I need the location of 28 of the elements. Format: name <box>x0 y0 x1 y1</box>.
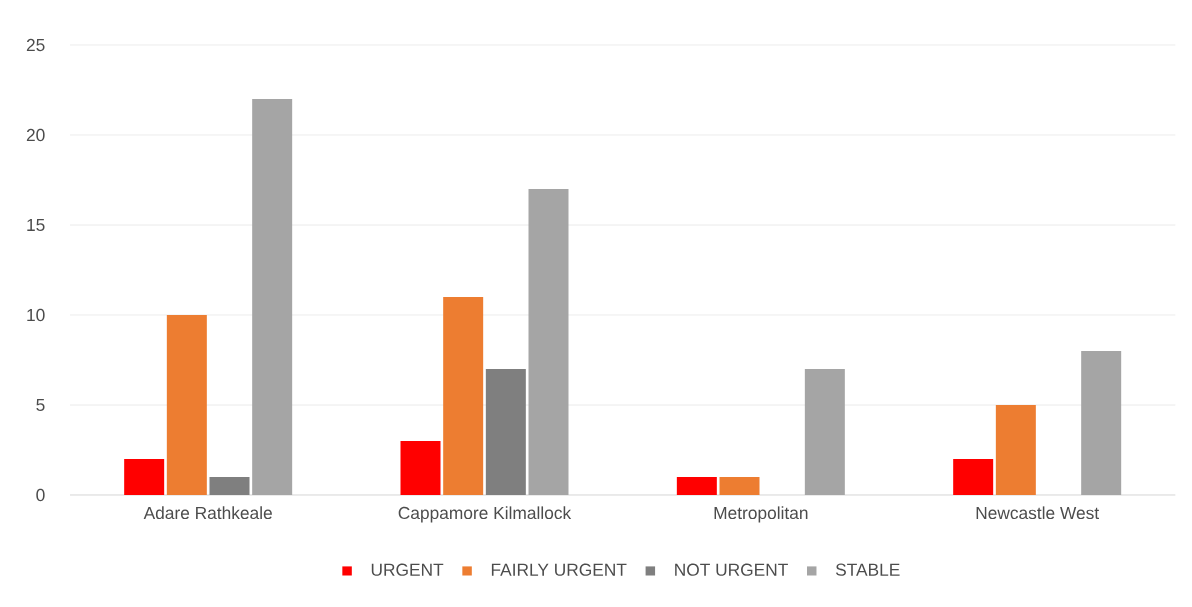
bar <box>676 477 717 495</box>
bar <box>1081 351 1122 495</box>
x-tick-label: Metropolitan <box>714 506 808 523</box>
legend-label: STABLE <box>835 563 900 576</box>
x-tick-label: Adare Rathkeale <box>143 506 272 520</box>
bar <box>166 315 207 495</box>
bar <box>252 99 293 495</box>
bar <box>953 459 994 495</box>
bar <box>804 369 845 495</box>
bar <box>443 297 484 495</box>
legend-label: NOT URGENT <box>675 563 788 576</box>
y-tick-label: 5 <box>36 398 45 412</box>
x-tick-label: Newcastle West <box>976 506 1099 520</box>
bar <box>719 477 760 495</box>
y-tick-label: 10 <box>27 308 45 322</box>
bar <box>995 405 1036 495</box>
y-tick-label: 20 <box>26 128 45 142</box>
x-tick-label: Cappamore Kilmallock <box>398 506 572 523</box>
bar <box>485 369 526 495</box>
bar <box>209 477 250 495</box>
legend-label: URGENT <box>371 563 444 576</box>
y-tick-label: 25 <box>26 38 45 52</box>
bar <box>124 459 165 495</box>
legend-label: FAIRLY URGENT <box>491 563 627 576</box>
bar <box>400 441 441 495</box>
bar <box>528 189 569 495</box>
y-tick-label: 15 <box>27 218 45 232</box>
y-tick-label: 0 <box>36 488 45 502</box>
